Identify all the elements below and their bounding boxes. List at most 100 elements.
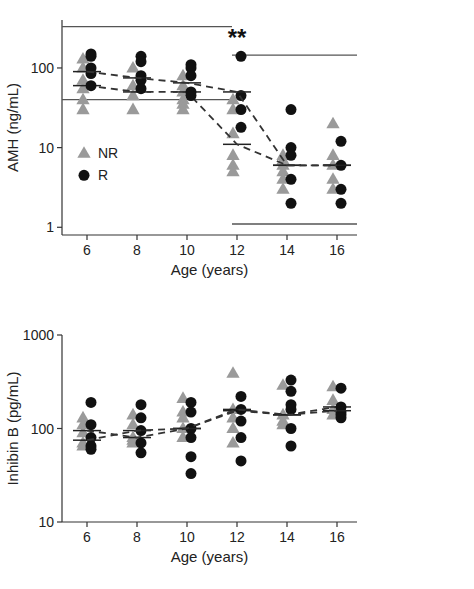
- y-axis: [61, 20, 62, 235]
- x-tick: [186, 235, 187, 240]
- y-tick-label: 10: [38, 514, 54, 530]
- data-point: [336, 412, 347, 423]
- data-point: [226, 165, 239, 177]
- data-point: [186, 70, 197, 81]
- data-point: [236, 416, 247, 427]
- y-tick-label: 1: [46, 219, 54, 235]
- data-point: [186, 90, 197, 101]
- data-point: [336, 136, 347, 147]
- median-line: [87, 409, 337, 440]
- x-tick-label: 14: [279, 242, 295, 258]
- annotation: **: [228, 24, 247, 51]
- y-tick-label: 100: [31, 421, 55, 437]
- data-point: [136, 412, 147, 423]
- x-tick-label: 10: [179, 242, 195, 258]
- data-point: [236, 455, 247, 466]
- data-point: [286, 104, 297, 115]
- data-point: [186, 432, 197, 443]
- x-axis-label: Age (years): [171, 261, 249, 278]
- data-point: [236, 104, 247, 115]
- data-point: [186, 397, 197, 408]
- x-tick-label: 8: [133, 529, 141, 545]
- data-point: [176, 103, 189, 115]
- reference-line: [62, 26, 232, 27]
- x-tick-label: 14: [279, 529, 295, 545]
- x-axis-label: Age (years): [171, 548, 249, 565]
- x-tick: [136, 522, 137, 527]
- data-point: [186, 468, 197, 479]
- x-tick-label: 6: [83, 529, 91, 545]
- data-point: [326, 148, 339, 160]
- plot-area: [62, 27, 357, 224]
- reference-line: [232, 223, 357, 224]
- y-tick-label: 100: [31, 60, 55, 76]
- data-point: [286, 198, 297, 209]
- x-tick-label: 16: [329, 529, 345, 545]
- figure: 1 10 100 6 8 10 12 14 16 Age (years) AMH (ng/mL) **…: [0, 0, 474, 589]
- data-point: [326, 117, 339, 129]
- y-tick-label: 1000: [23, 327, 54, 343]
- x-tick-label: 6: [83, 242, 91, 258]
- data-point: [236, 122, 247, 133]
- data-point: [286, 386, 297, 397]
- reference-line: [62, 99, 232, 100]
- data-point: [276, 182, 289, 194]
- background: [0, 0, 474, 589]
- legend-marker: [79, 170, 90, 181]
- data-point: [86, 80, 97, 91]
- data-point: [286, 174, 297, 185]
- data-point: [86, 68, 97, 79]
- x-tick: [86, 522, 87, 527]
- data-point: [76, 103, 89, 115]
- plot-area: [73, 366, 351, 479]
- x-tick: [286, 522, 287, 527]
- x-tick: [186, 522, 187, 527]
- data-point: [336, 184, 347, 195]
- y-tick-label: 10: [38, 140, 54, 156]
- x-tick: [336, 522, 337, 527]
- x-tick: [86, 235, 87, 240]
- data-point: [186, 407, 197, 418]
- data-point: [326, 172, 339, 184]
- x-tick-label: 12: [229, 242, 245, 258]
- data-point: [236, 51, 247, 62]
- y-axis-label: Inhibin B (pg/mL): [4, 371, 21, 485]
- data-point: [86, 444, 97, 455]
- y-tick: [57, 227, 62, 228]
- data-point: [76, 93, 89, 105]
- panel: 1010010006810121416Age (years)Inhibin B …: [4, 327, 357, 565]
- x-axis: [62, 234, 357, 235]
- x-tick-label: 16: [329, 242, 345, 258]
- y-tick: [57, 147, 62, 148]
- y-tick: [57, 67, 62, 68]
- data-point: [86, 51, 97, 62]
- x-tick: [236, 522, 237, 527]
- x-tick: [286, 235, 287, 240]
- panel: 1101006810121416Age (years)AMH (ng/mL)**…: [4, 20, 357, 278]
- data-point: [136, 56, 147, 67]
- data-point: [286, 404, 297, 415]
- data-point: [126, 103, 139, 115]
- data-point: [186, 451, 197, 462]
- data-point: [86, 397, 97, 408]
- median-line: [87, 86, 337, 166]
- data-point: [286, 423, 297, 434]
- data-point: [336, 383, 347, 394]
- data-point: [136, 399, 147, 410]
- y-axis-label: AMH (ng/mL): [4, 83, 21, 172]
- legend-label: R: [98, 167, 108, 183]
- y-tick: [57, 334, 62, 335]
- median-line: [87, 72, 337, 166]
- data-point: [226, 366, 239, 378]
- data-point: [236, 391, 247, 402]
- data-point: [286, 375, 297, 386]
- legend-marker: [77, 146, 90, 158]
- data-point: [286, 150, 297, 161]
- data-point: [336, 198, 347, 209]
- x-tick: [136, 235, 137, 240]
- x-tick: [236, 235, 237, 240]
- x-axis: [62, 521, 357, 522]
- y-tick: [57, 428, 62, 429]
- x-tick-label: 10: [179, 529, 195, 545]
- data-point: [86, 419, 97, 430]
